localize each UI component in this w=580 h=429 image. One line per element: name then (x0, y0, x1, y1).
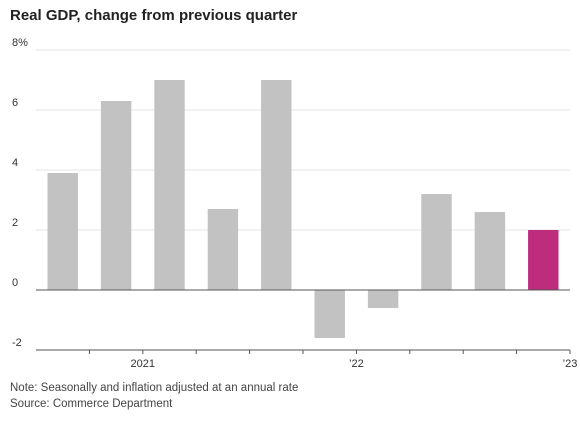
tick-labels: 8% 6 4 2 0 -2 2021 ’22 ’23 (12, 37, 577, 370)
axes (36, 289, 571, 354)
chart-title: Real GDP, change from previous quarter (10, 7, 298, 24)
y-tick-label: 6 (12, 97, 18, 109)
bar (207, 209, 239, 290)
bar (367, 290, 399, 308)
bar (154, 80, 185, 290)
y-tick-label: -2 (12, 337, 22, 349)
bar (314, 290, 345, 338)
x-tick-label: ’22 (349, 358, 364, 370)
bar (261, 80, 292, 290)
bar (47, 173, 78, 290)
bar-chart: 8% 6 4 2 0 -2 2021 ’22 ’23 (12, 37, 577, 370)
bar (474, 212, 506, 290)
bar-highlighted (528, 230, 559, 290)
chart-note: Note: Seasonally and inflation adjusted … (10, 382, 299, 394)
y-tick-label: 4 (12, 157, 18, 169)
bar (100, 101, 132, 290)
x-tick-label: 2021 (131, 358, 155, 370)
y-tick-label: 0 (12, 277, 18, 289)
bars (47, 80, 559, 338)
chart-source: Source: Commerce Department (10, 398, 173, 410)
x-tick-label: ’23 (563, 358, 578, 370)
bar (421, 194, 452, 290)
y-tick-label: 2 (12, 217, 18, 229)
y-tick-label: 8% (12, 37, 28, 49)
